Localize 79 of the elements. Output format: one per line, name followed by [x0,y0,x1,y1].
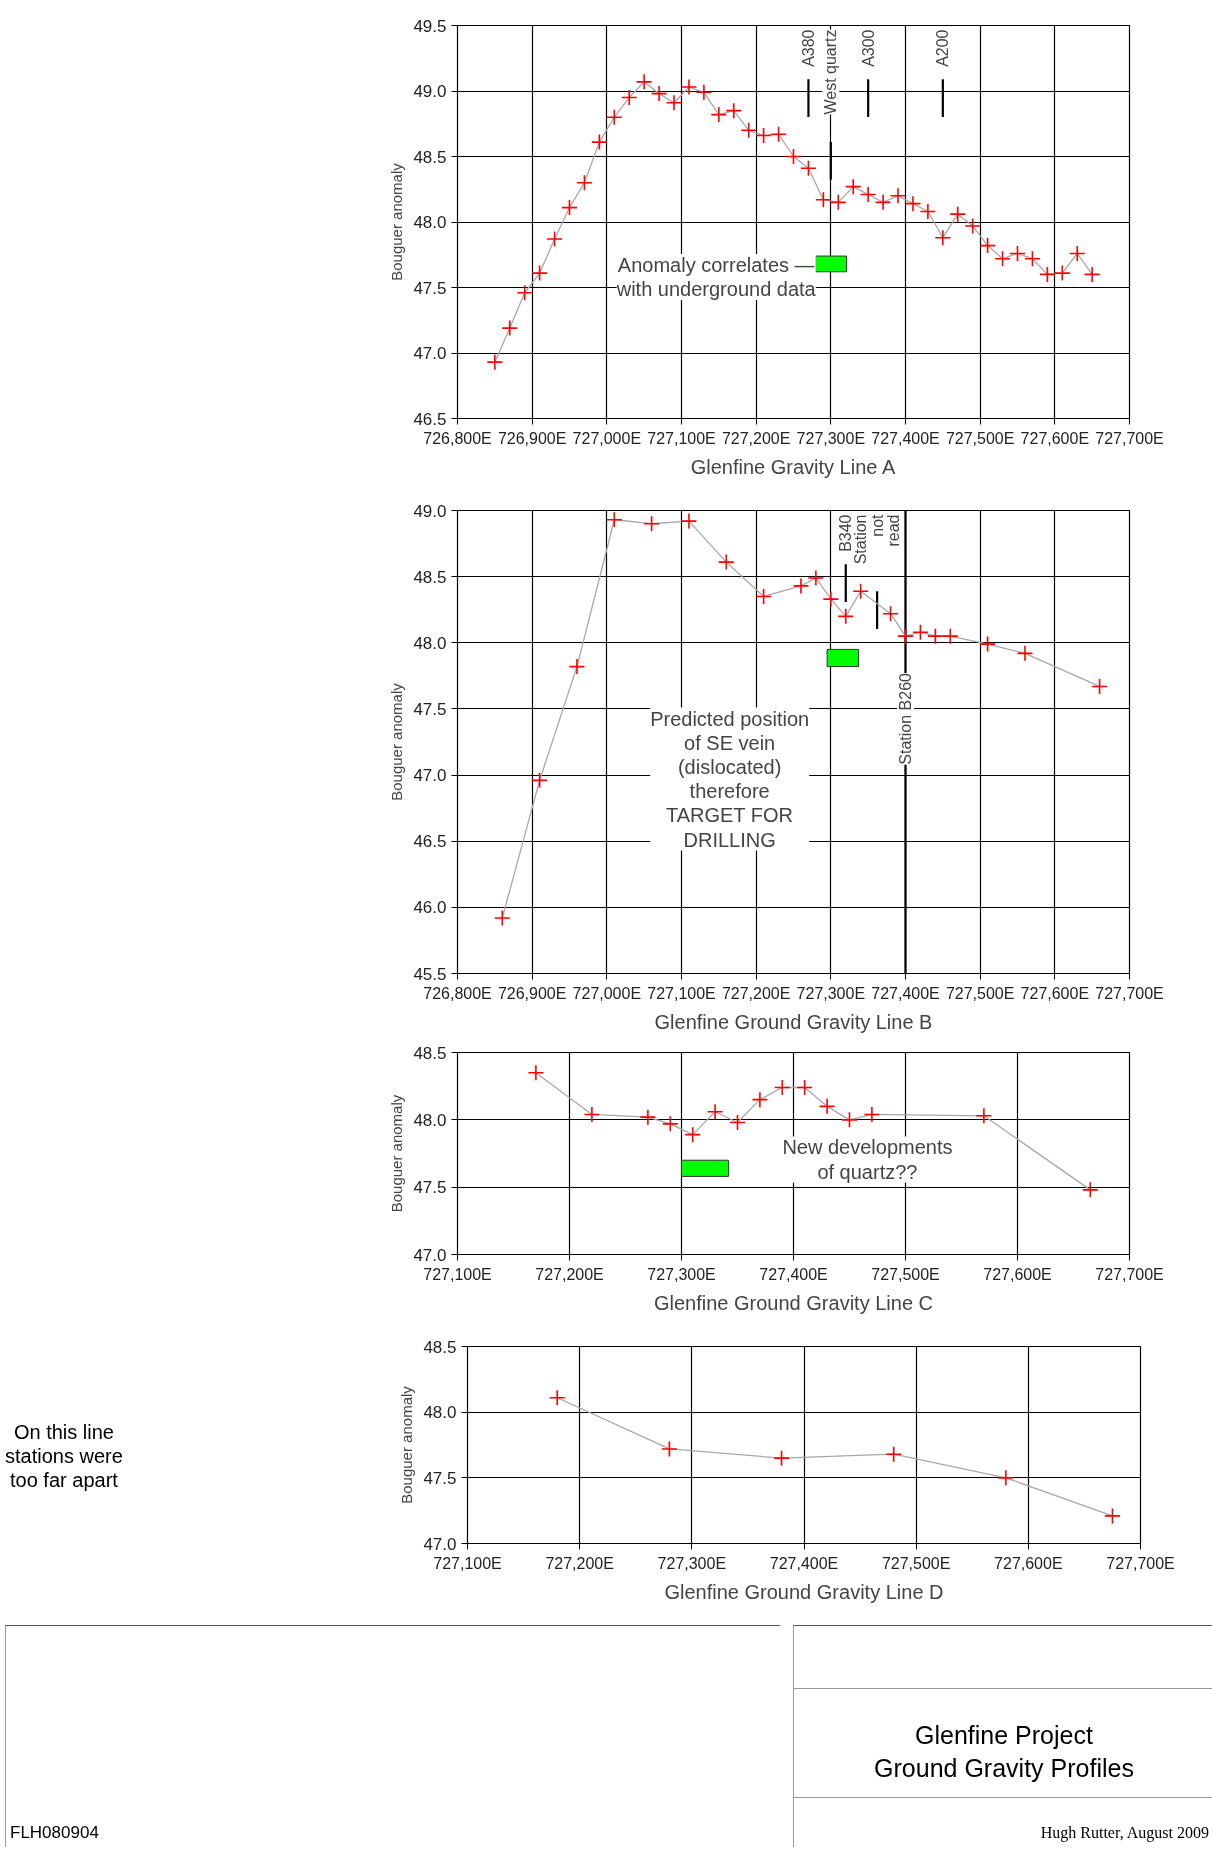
y-tick-label: 48.5 [413,567,447,587]
x-tick-label: 727,400E [871,429,940,447]
y-tick-label: 46.0 [413,898,447,918]
y-tick-label: 49.5 [413,16,447,36]
x-tick-label: 727,500E [945,429,1015,447]
y-tick-label: 49.0 [413,501,447,521]
text: Hugh Rutter, August 2009 [1040,1823,1209,1844]
x-tick-label: 727,300E [657,1554,727,1572]
y-axis-title: Bouguer anomaly [388,682,406,801]
x-tick-label: 727,100E [647,429,716,447]
x-axis-title: Glenfine Gravity Line A [690,455,896,478]
x-tick-label: 727,300E [796,429,866,447]
text: On this line stations were too far apart [5,1420,123,1492]
ref-line-label: A300 [859,29,877,67]
x-tick-label: 727,100E [423,1265,492,1283]
x-tick-label: 726,900E [497,429,567,447]
x-axis-title: Glenfine Ground Gravity Line D [664,1580,944,1603]
x-tick-label: 726,900E [497,984,567,1002]
x-axis-title: Glenfine Ground Gravity Line B [654,1010,933,1033]
x-tick-label: 727,200E [545,1554,614,1572]
x-tick-label: 727,200E [721,429,791,447]
x-tick-label: 727,300E [796,984,866,1002]
ref-line-label: A380 [799,29,817,67]
y-tick-label: 48.0 [423,1403,457,1423]
y-tick-label: 48.5 [423,1337,457,1357]
x-tick-label: 727,200E [535,1265,604,1283]
x-tick-label: 726,800E [423,984,492,1002]
y-tick-label: 47.5 [413,278,447,298]
x-tick-label: 727,400E [759,1265,828,1283]
x-tick-label: 727,300E [647,1265,716,1283]
x-tick-label: 727,700E [1095,984,1164,1002]
annotation: Predicted position of SE vein (dislocated) therefore TARGET FOR DRILLING [650,707,810,851]
x-tick-label: 727,400E [769,1554,839,1572]
y-tick-label: 47.5 [423,1468,457,1488]
x-tick-label: 727,600E [994,1554,1063,1572]
x-tick-label: 727,400E [871,984,940,1002]
y-tick-label: 48.0 [413,633,447,653]
y-tick-label: 48.5 [413,147,447,167]
y-tick-label: 47.0 [423,1534,457,1554]
y-tick-label: 47.5 [413,699,447,719]
x-tick-label: 727,500E [881,1554,951,1572]
ref-line-label: A200 [934,29,952,67]
x-tick-label: 726,800E [423,429,492,447]
y-tick-label: 46.5 [413,832,447,852]
text: Glenfine Project Ground Gravity Profiles [794,1688,1212,1798]
x-tick-label: 727,700E [1106,1554,1175,1572]
y-axis-title: Bouguer anomaly [398,1385,416,1504]
y-tick-label: 48.5 [413,1043,447,1063]
x-tick-label: 727,500E [871,1265,940,1283]
x-tick-label: 727,700E [1095,1265,1164,1283]
y-tick-label: 48.0 [413,1110,447,1130]
x-tick-label: 727,600E [1020,984,1090,1002]
y-tick-label: 46.5 [413,409,447,429]
ref-line-label: Station B260 [897,672,914,765]
x-tick-label: 727,600E [1020,429,1090,447]
annotation: New developments of quartz?? [782,1136,953,1183]
y-axis-title: Bouguer anomaly [388,162,406,281]
y-tick-label: 47.0 [413,1245,447,1265]
x-tick-label: 727,000E [572,429,642,447]
ref-line-label: Station not read [852,513,902,565]
x-tick-label: 727,700E [1095,429,1164,447]
ref-line-label: West quartz [822,29,840,115]
x-tick-label: 727,500E [945,984,1015,1002]
y-tick-label: 48.0 [413,213,447,232]
y-tick-label: 47.5 [413,1178,447,1198]
annotation: Anomaly correlates — with underground data [615,253,817,301]
ref-line-label: B340 [837,514,855,552]
y-tick-label: 45.5 [413,964,447,984]
text: FLH080904 [10,1821,99,1844]
x-axis-title: Glenfine Ground Gravity Line C [653,1291,934,1314]
x-tick-label: 727,100E [647,984,716,1002]
y-tick-label: 47.0 [413,344,447,363]
y-tick-label: 47.0 [413,766,447,786]
x-tick-label: 727,100E [433,1554,502,1572]
x-tick-label: 727,600E [983,1265,1052,1283]
y-axis-title: Bouguer anomaly [388,1094,406,1213]
x-tick-label: 727,000E [572,984,642,1002]
x-tick-label: 727,200E [721,984,791,1002]
y-tick-label: 49.0 [413,82,447,101]
